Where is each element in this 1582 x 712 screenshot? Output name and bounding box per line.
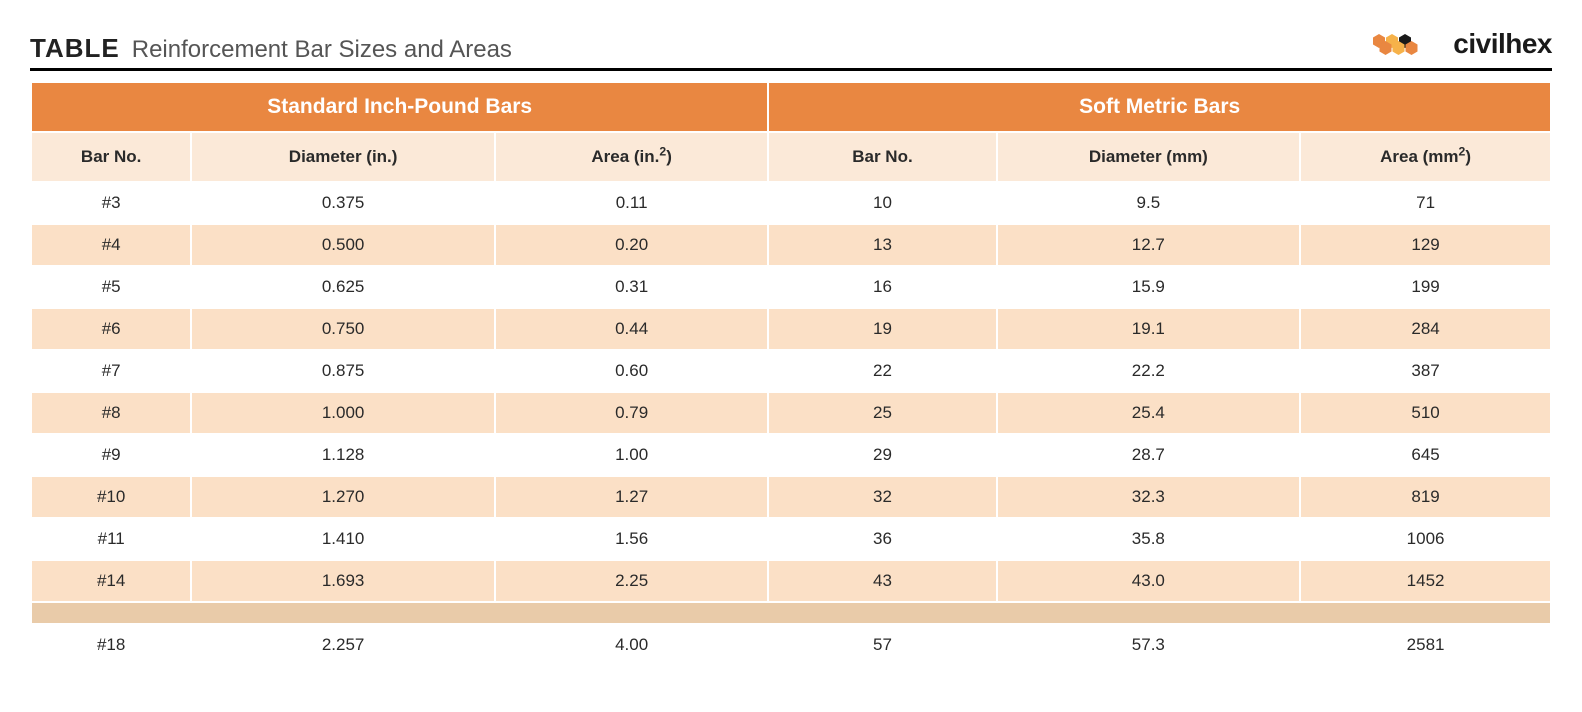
table-cell: 1.410 xyxy=(192,519,494,559)
table-column-header: Diameter (in.) xyxy=(192,133,494,181)
table-cell: 1006 xyxy=(1301,519,1550,559)
table-cell: 1.27 xyxy=(496,477,767,517)
table-cell: 387 xyxy=(1301,351,1550,391)
table-cell: 0.60 xyxy=(496,351,767,391)
table-cell: 28.7 xyxy=(998,435,1300,475)
table-row: #91.1281.002928.7645 xyxy=(32,435,1550,475)
table-row: #81.0000.792525.4510 xyxy=(32,393,1550,433)
table-cell: 25 xyxy=(769,393,995,433)
table-cell: 15.9 xyxy=(998,267,1300,307)
table-cell: 1.128 xyxy=(192,435,494,475)
table-cell: 43.0 xyxy=(998,561,1300,601)
table-column-header: Area (in.2) xyxy=(496,133,767,181)
table-cell: 645 xyxy=(1301,435,1550,475)
table-group-row: Standard Inch-Pound BarsSoft Metric Bars xyxy=(32,83,1550,131)
table-cell: 1452 xyxy=(1301,561,1550,601)
table-cell: 819 xyxy=(1301,477,1550,517)
title-bar: TABLE Reinforcement Bar Sizes and Areas … xyxy=(30,28,1552,71)
table-column-header: Bar No. xyxy=(32,133,190,181)
table-cell: 57 xyxy=(769,625,995,665)
table-cell: 10 xyxy=(769,183,995,223)
table-cell: 129 xyxy=(1301,225,1550,265)
table-cell: 0.79 xyxy=(496,393,767,433)
title-label: TABLE xyxy=(30,33,120,64)
table-cell: 199 xyxy=(1301,267,1550,307)
table-cell: 1.270 xyxy=(192,477,494,517)
table-cell: 1.000 xyxy=(192,393,494,433)
title-left: TABLE Reinforcement Bar Sizes and Areas xyxy=(30,33,512,64)
table-group-header: Standard Inch-Pound Bars xyxy=(32,83,767,131)
table-cell: 1.56 xyxy=(496,519,767,559)
table-cell: #5 xyxy=(32,267,190,307)
table-cell: #6 xyxy=(32,309,190,349)
table-cell: #11 xyxy=(32,519,190,559)
table-column-row: Bar No.Diameter (in.)Area (in.2)Bar No.D… xyxy=(32,133,1550,181)
table-cell: #10 xyxy=(32,477,190,517)
table-cell: 0.11 xyxy=(496,183,767,223)
table-cell: 19.1 xyxy=(998,309,1300,349)
rebar-table: Standard Inch-Pound BarsSoft Metric Bars… xyxy=(30,81,1552,667)
brand-logo: civilhex xyxy=(1373,28,1552,64)
table-row: #50.6250.311615.9199 xyxy=(32,267,1550,307)
table-cell: 71 xyxy=(1301,183,1550,223)
table-row: #40.5000.201312.7129 xyxy=(32,225,1550,265)
table-cell: 32.3 xyxy=(998,477,1300,517)
table-cell: 19 xyxy=(769,309,995,349)
table-cell: 43 xyxy=(769,561,995,601)
table-cell: 36 xyxy=(769,519,995,559)
table-cell: 0.375 xyxy=(192,183,494,223)
table-cell: 25.4 xyxy=(998,393,1300,433)
table-cell: 0.20 xyxy=(496,225,767,265)
table-cell: 22.2 xyxy=(998,351,1300,391)
brand-name: civilhex xyxy=(1453,28,1552,60)
table-cell: #9 xyxy=(32,435,190,475)
table-cell: 12.7 xyxy=(998,225,1300,265)
table-cell: 0.875 xyxy=(192,351,494,391)
hex-cluster-icon xyxy=(1373,30,1445,58)
table-column-header: Area (mm2) xyxy=(1301,133,1550,181)
table-cell: 9.5 xyxy=(998,183,1300,223)
table-cell: 0.625 xyxy=(192,267,494,307)
table-cell: #8 xyxy=(32,393,190,433)
table-cell: 0.750 xyxy=(192,309,494,349)
table-cell: 0.31 xyxy=(496,267,767,307)
table-cell: 2581 xyxy=(1301,625,1550,665)
table-cell: 32 xyxy=(769,477,995,517)
table-cell: 29 xyxy=(769,435,995,475)
table-cell: 1.693 xyxy=(192,561,494,601)
table-cell: 510 xyxy=(1301,393,1550,433)
table-row: #70.8750.602222.2387 xyxy=(32,351,1550,391)
table-cell: 284 xyxy=(1301,309,1550,349)
table-cell: 2.257 xyxy=(192,625,494,665)
table-cell: 13 xyxy=(769,225,995,265)
table-row: #182.2574.005757.32581 xyxy=(32,625,1550,665)
table-cell: 35.8 xyxy=(998,519,1300,559)
table-cell: #3 xyxy=(32,183,190,223)
table-row: #141.6932.254343.01452 xyxy=(32,561,1550,601)
table-cell: 0.44 xyxy=(496,309,767,349)
table-cell: 22 xyxy=(769,351,995,391)
table-column-header: Bar No. xyxy=(769,133,995,181)
table-cell: 57.3 xyxy=(998,625,1300,665)
table-cell: #4 xyxy=(32,225,190,265)
table-cell: #7 xyxy=(32,351,190,391)
table-column-header: Diameter (mm) xyxy=(998,133,1300,181)
table-separator xyxy=(32,603,1550,623)
table-row: #111.4101.563635.81006 xyxy=(32,519,1550,559)
table-cell: 0.500 xyxy=(192,225,494,265)
table-row: #60.7500.441919.1284 xyxy=(32,309,1550,349)
table-cell: 16 xyxy=(769,267,995,307)
table-cell: 4.00 xyxy=(496,625,767,665)
table-cell: #14 xyxy=(32,561,190,601)
table-cell: 1.00 xyxy=(496,435,767,475)
table-cell: 2.25 xyxy=(496,561,767,601)
table-row: #30.3750.11109.571 xyxy=(32,183,1550,223)
table-row: #101.2701.273232.3819 xyxy=(32,477,1550,517)
title-subtitle: Reinforcement Bar Sizes and Areas xyxy=(132,36,512,64)
table-group-header: Soft Metric Bars xyxy=(769,83,1550,131)
table-cell: #18 xyxy=(32,625,190,665)
